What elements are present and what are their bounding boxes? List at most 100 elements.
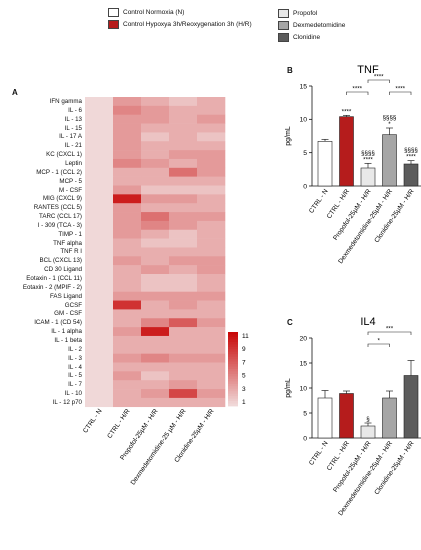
heatmap-cell: [141, 309, 170, 319]
heatmap-cell: [197, 150, 226, 160]
heatmap-cell: [113, 105, 142, 115]
y-tick-label: 5: [303, 150, 307, 157]
significance-bracket: [389, 91, 412, 95]
heatmap-cell: [113, 353, 142, 363]
heatmap-cell: [85, 114, 114, 124]
bar: [339, 116, 354, 187]
y-tick-label: 20: [299, 335, 307, 342]
significance-label: ****: [342, 108, 352, 115]
heatmap-cell: [85, 371, 114, 381]
heatmap-column-label: CTRL - N: [82, 408, 104, 435]
x-tick-label: CTRL - N: [308, 188, 330, 215]
heatmap-cell: [113, 220, 142, 231]
x-tick-label: Propofol-25µM - H/R: [332, 440, 373, 494]
heatmap-cell: [141, 274, 170, 284]
heatmap-cell: [85, 256, 114, 266]
legend-swatch: [278, 9, 289, 18]
heatmap-cell: [141, 212, 170, 222]
bar: [317, 141, 333, 187]
colorbar-segment: [228, 346, 238, 350]
colorbar-segment: [228, 354, 238, 358]
heatmap-cell: [169, 167, 198, 177]
heatmap-cell: [197, 97, 226, 107]
heatmap-cell: [113, 344, 142, 354]
heatmap-cell: [85, 309, 114, 319]
heatmap-cell: [169, 132, 198, 142]
heatmap-cell: [113, 371, 142, 381]
y-tick-label: 5: [303, 410, 307, 417]
heatmap-cell: [141, 380, 170, 390]
heatmap-cell: [197, 167, 226, 177]
heatmap-cell: [169, 176, 198, 186]
heatmap-cell: [197, 389, 226, 399]
heatmap-cell: [85, 300, 114, 310]
heatmap-cell: [169, 389, 198, 399]
heatmap-cell: [141, 300, 170, 310]
heatmap-cell: [85, 291, 114, 301]
heatmap-column-label: CTRL - H/R: [106, 408, 131, 440]
heatmap-cell: [141, 353, 170, 363]
legend-label: Control Normoxia (N): [123, 9, 185, 16]
colorbar-segment: [228, 339, 238, 343]
colorbar-tick-label: 11: [242, 333, 249, 340]
significance-bracket-label: ***: [386, 326, 394, 333]
heatmap-cell: [141, 141, 170, 151]
legend-item-clonidine: Clonidine: [278, 33, 320, 42]
heatmap-row-label: RANTES (CCL 5): [33, 204, 82, 212]
heatmap-cell: [141, 256, 170, 266]
colorbar-segment: [228, 391, 238, 395]
heatmap-cell: [169, 362, 198, 372]
heatmap-row-label: GM - CSF: [54, 310, 82, 318]
colorbar-segment: [228, 336, 238, 340]
heatmap-cell: [169, 300, 198, 310]
heatmap-cell: [197, 158, 226, 169]
significance-bracket-label: ****: [352, 86, 362, 93]
heatmap-cell: [113, 380, 142, 390]
significance-label: §§§§: [383, 115, 397, 122]
heatmap-cell: [85, 380, 114, 390]
colorbar-segment: [228, 366, 238, 370]
heatmap-cell: [197, 335, 226, 346]
heatmap-row-label: IL - 2: [68, 345, 82, 353]
legend-item-propofol: Propofol: [278, 9, 317, 18]
colorbar-segment: [228, 341, 238, 345]
heatmap-cell: [113, 362, 142, 372]
y-tick-label: 0: [303, 183, 307, 190]
x-tick-label: Propofol-25µM - H/R: [332, 188, 373, 242]
heatmap-cell: [197, 265, 226, 275]
heatmap-cell: [113, 389, 142, 399]
heatmap-cell: [169, 105, 198, 115]
heatmap-cell: [113, 132, 142, 142]
heatmap-cell: [197, 141, 226, 151]
heatmap-cell: [85, 265, 114, 275]
heatmap-cell: [113, 141, 142, 151]
bar: [317, 397, 333, 439]
legend-item-control-normoxia: Control Normoxia (N): [108, 8, 184, 17]
y-tick-label: 10: [299, 385, 307, 392]
heatmap-cell: [85, 247, 114, 257]
heatmap-cell: [169, 220, 198, 231]
heatmap-cell: [113, 282, 142, 292]
heatmap-cell: [113, 97, 142, 107]
heatmap-cell: [141, 229, 170, 239]
heatmap-row-label: TNF R I: [60, 248, 82, 256]
heatmap-cell: [141, 158, 170, 169]
colorbar-segment: [228, 369, 238, 372]
heatmap-row-label: TARC (CCL 17): [39, 213, 82, 221]
heatmap-cell: [197, 203, 226, 213]
heatmap-row-label: GCSF: [64, 301, 82, 309]
heatmap-cell: [141, 344, 170, 354]
heatmap-cell: [113, 397, 142, 408]
colorbar-segment: [228, 361, 238, 365]
legend-label: Dexmedetomidine: [293, 22, 346, 29]
heatmap-cell: [85, 203, 114, 213]
heatmap-cell: [197, 132, 226, 142]
heatmap-cell: [85, 318, 114, 328]
heatmap-cell: [141, 203, 170, 213]
panel-label-a: A: [12, 88, 18, 97]
y-tick-label: 10: [299, 117, 307, 124]
heatmap-row-label: CD 30 Ligand: [44, 266, 82, 274]
heatmap-cell: [141, 132, 170, 142]
